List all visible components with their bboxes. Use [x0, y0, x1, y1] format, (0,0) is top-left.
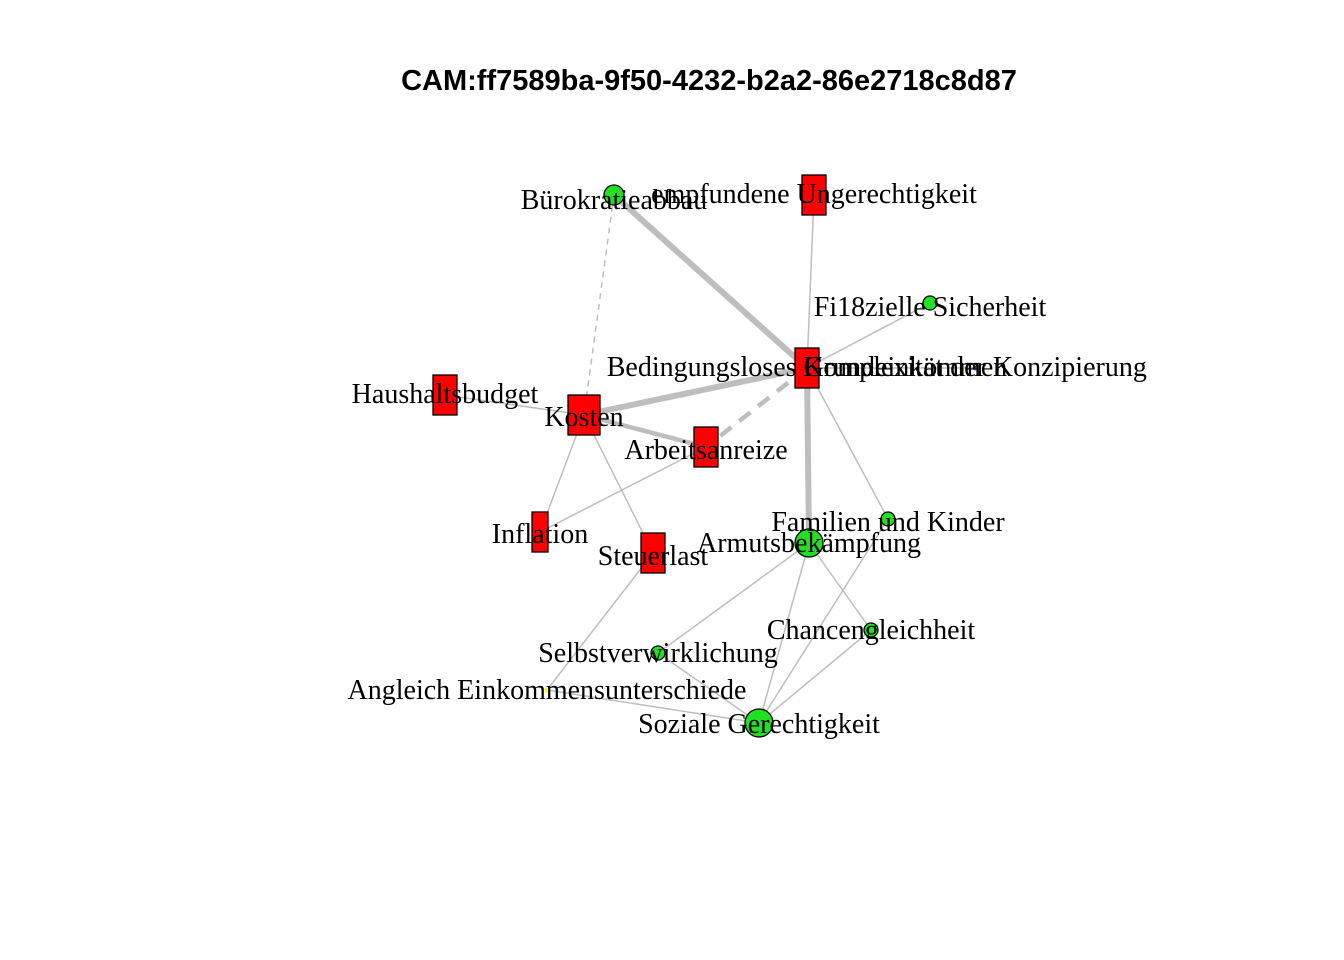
- node-inflation: [531, 511, 549, 553]
- node-label-soziale-gerechtigkeit: Soziale Gerechtigkeit: [638, 709, 880, 740]
- node-label-haushaltsbudget: Haushaltsbudget: [352, 379, 539, 410]
- node-label-kosten: Kosten: [544, 402, 623, 433]
- edge-bge-to-arbeitsanreize: [704, 366, 809, 449]
- node-label-steuerlast: Steuerlast: [598, 541, 709, 572]
- edge-finanzielle-sicherheit-to-bge: [806, 302, 931, 369]
- edge-arbeitsanreize-to-inflation: [539, 446, 707, 533]
- node-label-angleich: Angleich Einkommensunterschiede: [348, 675, 747, 706]
- node-label-komplexitaet: Komplexität der Konzipierung: [803, 352, 1147, 383]
- node-armutsbekaempfung: [794, 528, 824, 558]
- node-arbeitsanreize: [693, 426, 719, 468]
- edge-haushaltsbudget-to-kosten: [444, 394, 585, 416]
- node-label-chancengleichheit: Chancengleichheit: [767, 615, 976, 646]
- node-selbstverwirklichung: [650, 645, 666, 661]
- edge-empfundene-ungerechtigkeit-to-bge: [806, 194, 815, 369]
- node-finanzielle-sicherheit: [922, 295, 938, 311]
- edge-buerokratieabbau-to-kosten: [583, 194, 615, 416]
- node-label-selbstverwirklichung: Selbstverwirklichung: [538, 638, 778, 669]
- edge-kosten-to-steuerlast: [583, 414, 654, 554]
- node-empfundene-ungerechtigkeit: [801, 174, 827, 216]
- node-haushaltsbudget: [432, 374, 458, 416]
- node-layer: [432, 174, 978, 738]
- node-buerokratieabbau: [603, 184, 625, 206]
- node-label-empfundene-ungerechtigkeit: empfundene Ungerechtigkeit: [651, 179, 977, 210]
- node-label-inflation: Inflation: [492, 519, 588, 550]
- edge-bge-to-armutsbekaempfung: [804, 367, 812, 544]
- diagram-title: CAM:ff7589ba-9f50-4232-b2a2-86e2718c8d87: [401, 65, 1017, 97]
- edge-familien-kinder-to-soziale-gerechtigkeit: [758, 518, 889, 724]
- edge-armutsbekaempfung-to-soziale-gerechtigkeit: [758, 542, 810, 724]
- edge-armutsbekaempfung-to-selbstverwirklichung: [657, 542, 810, 654]
- node-label-familien-kinder: Familien und Kinder: [771, 507, 1005, 538]
- edge-bge-to-familien-kinder: [806, 367, 889, 520]
- node-chancengleichheit: [863, 622, 879, 638]
- edge-buerokratieabbau-to-bge: [611, 192, 810, 371]
- node-komplexitaet: [972, 365, 978, 371]
- node-bge: [794, 347, 820, 389]
- edge-kosten-to-arbeitsanreize: [583, 412, 707, 450]
- node-kosten: [567, 394, 601, 436]
- node-label-bge: Bedingungsloses Grundeinkommen: [607, 352, 1008, 383]
- node-familien-kinder: [880, 511, 896, 527]
- edge-bge-to-kosten: [583, 365, 808, 418]
- edge-armutsbekaempfung-to-chancengleichheit: [808, 542, 872, 631]
- node-label-armutsbekaempfung: Armutsbekämpfung: [697, 528, 921, 559]
- node-angleich: [544, 687, 550, 693]
- edge-selbstverwirklichung-to-soziale-gerechtigkeit: [657, 652, 760, 724]
- edge-angleich-to-soziale-gerechtigkeit: [546, 689, 760, 724]
- node-label-arbeitsanreize: Arbeitsanreize: [624, 435, 787, 466]
- node-soziale-gerechtigkeit: [744, 708, 774, 738]
- node-label-buerokratieabbau: Bürokratieabbau: [521, 185, 708, 216]
- edge-chancengleichheit-to-soziale-gerechtigkeit: [758, 629, 872, 724]
- node-label-finanzielle-sicherheit: Fi18zielle Sicherheit: [814, 292, 1047, 323]
- edge-steuerlast-to-angleich: [546, 552, 654, 691]
- node-steuerlast: [640, 532, 666, 574]
